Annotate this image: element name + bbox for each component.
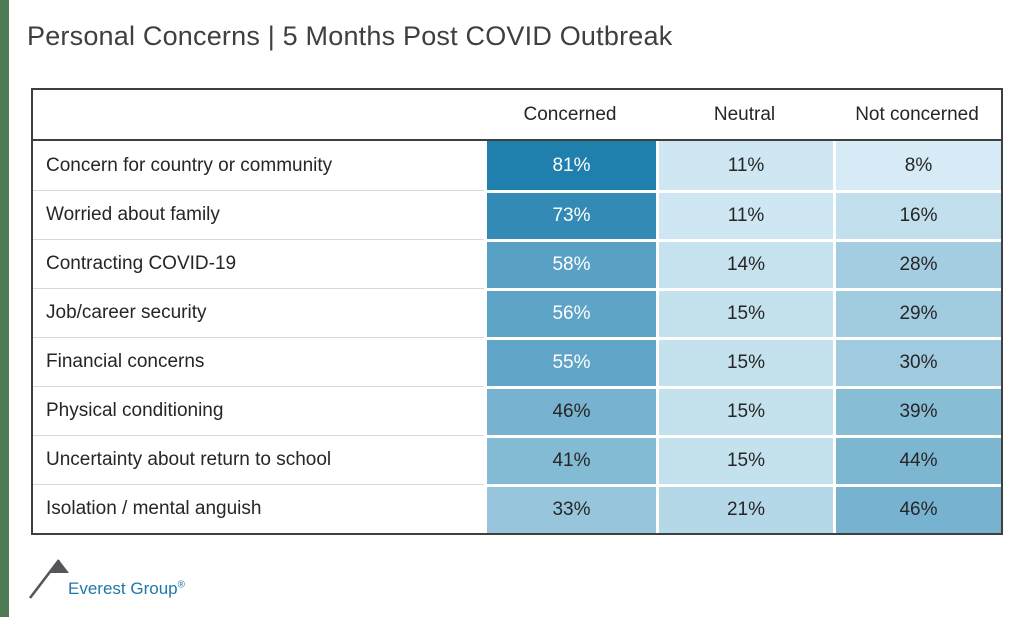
heatmap-cell: 28% <box>833 239 1001 288</box>
table-row: Job/career security 56% 15% 29% <box>33 288 1001 337</box>
heatmap-cell: 33% <box>484 484 656 533</box>
row-label: Financial concerns <box>33 337 484 386</box>
table-header-row: Concerned Neutral Not concerned <box>33 90 1001 141</box>
heatmap-cell: 15% <box>656 435 833 484</box>
logo-text: Everest Group® <box>68 579 185 599</box>
row-label: Worried about family <box>33 190 484 239</box>
heatmap-cell: 11% <box>656 190 833 239</box>
table-body: Concern for country or community 81% 11% 8%… <box>33 141 1001 533</box>
heatmap-cell: 46% <box>484 386 656 435</box>
heatmap-cell: 16% <box>833 190 1001 239</box>
row-label: Uncertainty about return to school <box>33 435 484 484</box>
heatmap-cell: 55% <box>484 337 656 386</box>
column-header: Neutral <box>713 103 776 125</box>
heatmap-cell: 14% <box>656 239 833 288</box>
row-label: Job/career security <box>33 288 484 337</box>
heatmap-cell: 15% <box>656 288 833 337</box>
row-label: Contracting COVID-19 <box>33 239 484 288</box>
table-row: Isolation / mental anguish 33% 21% 46% <box>33 484 1001 533</box>
heatmap-cell: 46% <box>833 484 1001 533</box>
registered-mark: ® <box>177 579 185 591</box>
row-label: Concern for country or community <box>33 141 484 190</box>
heatmap-cell: 39% <box>833 386 1001 435</box>
everest-group-logo: Everest Group® <box>28 554 185 600</box>
row-label-header <box>33 90 484 139</box>
heatmap-cell: 21% <box>656 484 833 533</box>
row-label: Physical conditioning <box>33 386 484 435</box>
table-row: Financial concerns 55% 15% 30% <box>33 337 1001 386</box>
heatmap-cell: 30% <box>833 337 1001 386</box>
heatmap-cell: 73% <box>484 190 656 239</box>
heatmap-cell: 8% <box>833 141 1001 190</box>
mountain-icon <box>28 559 69 599</box>
heatmap-cell: 56% <box>484 288 656 337</box>
heatmap-cell: 41% <box>484 435 656 484</box>
concerns-heatmap-table: Concerned Neutral Not concerned Concern fo… <box>31 88 1003 535</box>
left-accent-bar <box>0 0 9 617</box>
heatmap-cell: 58% <box>484 239 656 288</box>
logo-name: Everest Group <box>68 579 178 598</box>
heatmap-cell: 15% <box>656 386 833 435</box>
table-row: Physical conditioning 46% 15% 39% <box>33 386 1001 435</box>
page-title: Personal Concerns | 5 Months Post COVID … <box>27 21 673 51</box>
column-header: Not concerned <box>855 103 979 125</box>
heatmap-cell: 29% <box>833 288 1001 337</box>
table-row: Uncertainty about return to school 41% 15%… <box>33 435 1001 484</box>
heatmap-cell: 44% <box>833 435 1001 484</box>
table-row: Contracting COVID-19 58% 14% 28% <box>33 239 1001 288</box>
heatmap-cell: 15% <box>656 337 833 386</box>
column-header: Concerned <box>523 103 617 125</box>
row-label: Isolation / mental anguish <box>33 484 484 533</box>
table-row: Worried about family 73% 11% 16% <box>33 190 1001 239</box>
table-row: Concern for country or community 81% 11% 8% <box>33 141 1001 190</box>
heatmap-cell: 11% <box>656 141 833 190</box>
heatmap-cell: 81% <box>484 141 656 190</box>
